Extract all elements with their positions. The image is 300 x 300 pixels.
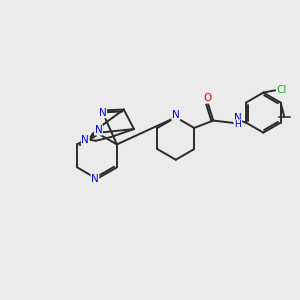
Text: Cl: Cl bbox=[276, 85, 287, 94]
Text: N: N bbox=[94, 125, 102, 135]
Text: N: N bbox=[81, 135, 89, 145]
Text: N: N bbox=[172, 110, 180, 120]
Text: O: O bbox=[204, 93, 212, 103]
Text: N: N bbox=[91, 174, 99, 184]
Text: N: N bbox=[234, 112, 242, 123]
Text: N: N bbox=[99, 108, 106, 118]
Text: H: H bbox=[234, 120, 241, 129]
